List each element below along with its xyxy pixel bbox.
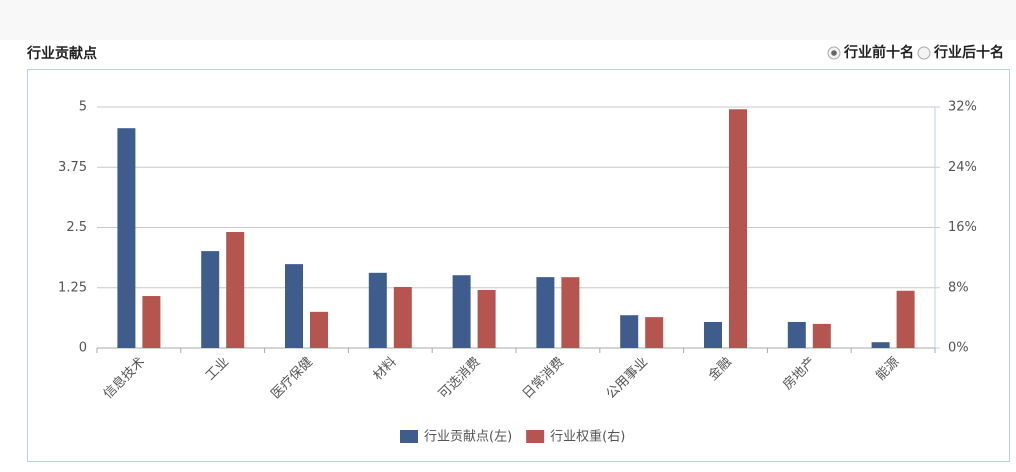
radio-label[interactable]: 行业后十名	[933, 44, 1004, 61]
legend-label: 行业贡献点(左)	[424, 430, 512, 445]
radio-option[interactable]: 行业后十名	[917, 44, 1004, 61]
radio-dot[interactable]	[831, 50, 837, 56]
bar	[812, 323, 831, 348]
x-tick-label: 金融	[705, 354, 735, 384]
bar	[117, 128, 136, 348]
bar	[477, 290, 496, 348]
y-tick-label: 0	[79, 341, 87, 356]
legend-swatch	[400, 430, 418, 443]
radio-circle[interactable]	[917, 46, 931, 60]
bar	[729, 109, 747, 349]
y-tick-label: 1.25	[58, 280, 87, 295]
x-tick-label: 公用事业	[604, 355, 651, 402]
legend-label: 行业权重(右)	[550, 429, 625, 445]
bar	[201, 251, 220, 348]
y2-tick-label: 24%	[948, 160, 977, 175]
bar	[645, 317, 664, 348]
bar	[787, 321, 806, 348]
y2-tick-label: 16%	[948, 220, 977, 235]
bar	[368, 272, 387, 348]
y2-tick-label: 0%	[948, 341, 969, 356]
bar	[142, 296, 161, 348]
y2-tick-label: 8%	[948, 280, 969, 295]
y-tick-label: 5	[79, 100, 87, 115]
x-tick-label: 医疗保健	[268, 355, 315, 402]
x-tick-label: 材料	[371, 355, 400, 384]
bar	[226, 232, 245, 348]
bar	[452, 275, 471, 348]
top-band	[0, 0, 1016, 40]
x-tick-label: 工业	[203, 355, 232, 384]
x-tick-label: 可选消费	[436, 355, 483, 402]
bar	[310, 311, 328, 348]
x-tick-label: 日常消费	[520, 355, 567, 402]
radio-option[interactable]: 行业前十名	[827, 44, 914, 61]
panel-border	[27, 69, 1010, 462]
bar	[536, 277, 555, 348]
bar	[561, 277, 580, 348]
y-tick-label: 3.75	[58, 160, 87, 175]
bar	[896, 290, 915, 348]
x-tick-label: 房地产	[780, 354, 819, 393]
y2-tick-label: 32%	[948, 100, 977, 115]
bar	[871, 342, 890, 348]
radio-label[interactable]: 行业前十名	[843, 44, 914, 61]
bar	[704, 321, 722, 348]
bar	[620, 315, 639, 348]
y-tick-label: 2.5	[66, 220, 87, 235]
x-tick-label: 能源	[873, 355, 902, 384]
panel-title: 行业贡献点	[26, 45, 97, 62]
x-tick-label: 信息技术	[100, 354, 148, 402]
legend-swatch	[526, 430, 545, 443]
bar	[393, 286, 412, 348]
bar	[285, 264, 303, 348]
